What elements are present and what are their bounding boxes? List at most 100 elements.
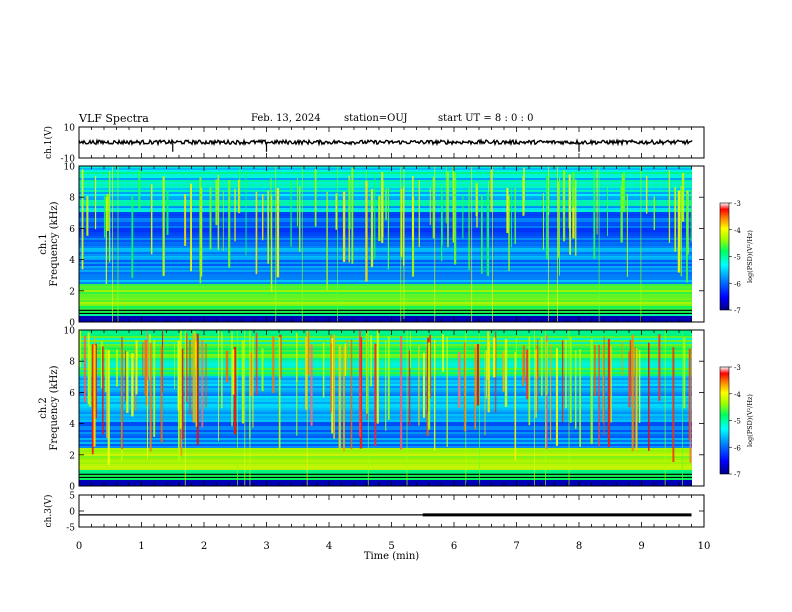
ch1-spectrogram-streak: [131, 194, 134, 278]
ch1-spectrogram-streak: [514, 187, 517, 245]
ch1-spectrogram-band: [79, 316, 692, 319]
x-tick-label: 3: [263, 541, 269, 552]
ch2-spectrogram-streak: [160, 346, 163, 443]
ch1-spectrogram-band: [79, 252, 692, 255]
ch2-spectrogram-streak: [474, 347, 477, 430]
ch1-spectrogram-band: [79, 300, 692, 303]
ch1-spectrogram-band: [79, 256, 692, 259]
ch2-colorbar-bar: [719, 366, 730, 475]
ch2-colorbar-tick-label: -3: [734, 364, 741, 372]
ch2-spectrogram-streak: [387, 336, 390, 420]
ch2-spectrogram-band: [79, 458, 692, 461]
ch2-spectrogram-band: [79, 444, 692, 447]
ch3-ylabel: ch.3(V): [43, 495, 54, 528]
ch1-spectrogram-streak: [508, 195, 510, 271]
ch1-spectrogram-streak: [558, 177, 560, 276]
ch1-spectrogram-streak: [103, 195, 106, 238]
ch2-spectrogram-streak: [331, 337, 334, 434]
ch2-spectrogram-streak: [79, 330, 82, 368]
ch2-spectrogram-streak: [594, 345, 596, 396]
ch1-colorbar-bar: [719, 202, 730, 311]
ch1-spectrogram-streak: [510, 187, 512, 248]
ch1-spectrogram-band: [79, 176, 692, 179]
spec2-y-tick-label: 10: [64, 327, 76, 337]
ch1-spectrogram-band: [79, 246, 692, 249]
ch1-spectrogram-streak: [452, 166, 455, 243]
ch1-spectrogram-streak: [335, 193, 338, 230]
ch1-spectrogram-streak: [620, 186, 623, 243]
ch2-spectrogram-streak: [310, 344, 313, 426]
start-time-label: start UT = 8 : 0 : 0: [438, 113, 534, 124]
ch2-spectrogram-streak: [631, 334, 634, 452]
ch2-spectrogram-streak: [338, 344, 341, 449]
ch2-spectrogram-streak: [231, 331, 233, 426]
ch1-spectrogram-streak: [686, 193, 688, 283]
x-tick-label: 0: [76, 541, 82, 552]
ch2-spectrogram-streak: [153, 339, 156, 437]
ch2-spectrogram-streak: [306, 331, 310, 375]
ch1-spectrogram-streak: [245, 170, 247, 256]
ch2-spectrogram-band: [79, 462, 692, 465]
ch2-spectrogram-band: [79, 332, 692, 335]
ch1-waveform-line: [78, 138, 693, 147]
ch2-spectrogram-streak: [232, 349, 235, 395]
ch1-spectrogram-band: [79, 284, 692, 287]
spec2-y-tick-label: 6: [69, 389, 75, 399]
ch1-spectrogram-streak: [468, 188, 470, 271]
ch2-spectrogram-streak: [358, 330, 361, 437]
ch1-spectrogram-streak: [432, 176, 435, 239]
ch2-spectrogram-streak: [546, 341, 548, 395]
ch1-spectrogram-streak: [506, 187, 509, 234]
ch1-spectrogram-streak: [447, 171, 449, 248]
ch2-spectrogram-streak: [561, 340, 564, 423]
spec1-ylabel-ch: ch.1: [38, 233, 49, 255]
x-tick-label: 8: [576, 541, 582, 552]
spec2-y-tick-label: 8: [69, 358, 75, 368]
ch1-spectrogram-streak: [378, 195, 381, 242]
ch2-spectrogram-streak: [602, 345, 605, 423]
ch1-spectrogram-streak: [215, 179, 218, 226]
ch2-spectrogram-band: [79, 454, 692, 457]
x-tick-label: 2: [201, 541, 207, 552]
x-tick-label: 9: [638, 541, 644, 552]
ch2-spectrogram-streak: [116, 349, 118, 387]
ch2-spectrogram-streak: [658, 334, 661, 401]
ch2-spectrogram-nodata: [692, 330, 704, 486]
ch2-spectrogram-streak: [486, 350, 487, 399]
ch1-spectrogram-band: [79, 224, 692, 227]
ch1-spectrogram-streak: [681, 173, 685, 222]
ch1-spectrogram-band: [79, 298, 692, 301]
ch1-spectrogram-streak: [557, 181, 559, 258]
ch2-spectrogram-streak: [570, 337, 572, 423]
ch1-spectrogram-band: [79, 236, 692, 239]
ch1-spectrogram-streak: [290, 180, 292, 247]
ch1-spectrogram-streak: [326, 191, 328, 291]
ch2-spectrogram-streak: [177, 340, 180, 411]
ch1-spectrogram-band: [79, 272, 692, 275]
ch1-spectrogram-streak: [238, 179, 240, 214]
ch1-spectrogram-band: [79, 288, 692, 291]
spec1-y-tick-label: 10: [64, 163, 76, 173]
ch1-spectrogram: [79, 166, 704, 323]
ch1-spectrogram-streak: [626, 194, 628, 277]
ch2-spectrogram-streak: [261, 348, 264, 392]
ch1-spectrogram-band: [79, 294, 692, 297]
ch2-spectrogram-streak: [344, 343, 347, 376]
ch1-spectrogram-band: [79, 292, 692, 295]
ch2-spectrogram-streak: [523, 345, 525, 382]
ch2-spectrogram-streak: [648, 342, 650, 451]
ch1-spectrogram-band: [79, 260, 692, 263]
ch2-spectrogram-band: [79, 450, 692, 453]
ch2-spectrogram-streak: [688, 348, 691, 441]
ch1-spectrogram-streak: [296, 177, 298, 227]
ch2-spectrogram-streak: [174, 342, 175, 389]
ch1-spectrogram-band: [79, 318, 692, 321]
ch2-spectrogram-band: [79, 452, 692, 455]
ch2-spectrogram-band: [79, 480, 692, 483]
ch2-spectrogram-streak: [146, 348, 148, 459]
ch1-spectrogram-band: [79, 186, 692, 189]
ch2-spectrogram-streak: [442, 334, 444, 372]
ch1-spectrogram-band: [79, 264, 692, 267]
ch1-spectrogram-streak: [365, 181, 368, 282]
